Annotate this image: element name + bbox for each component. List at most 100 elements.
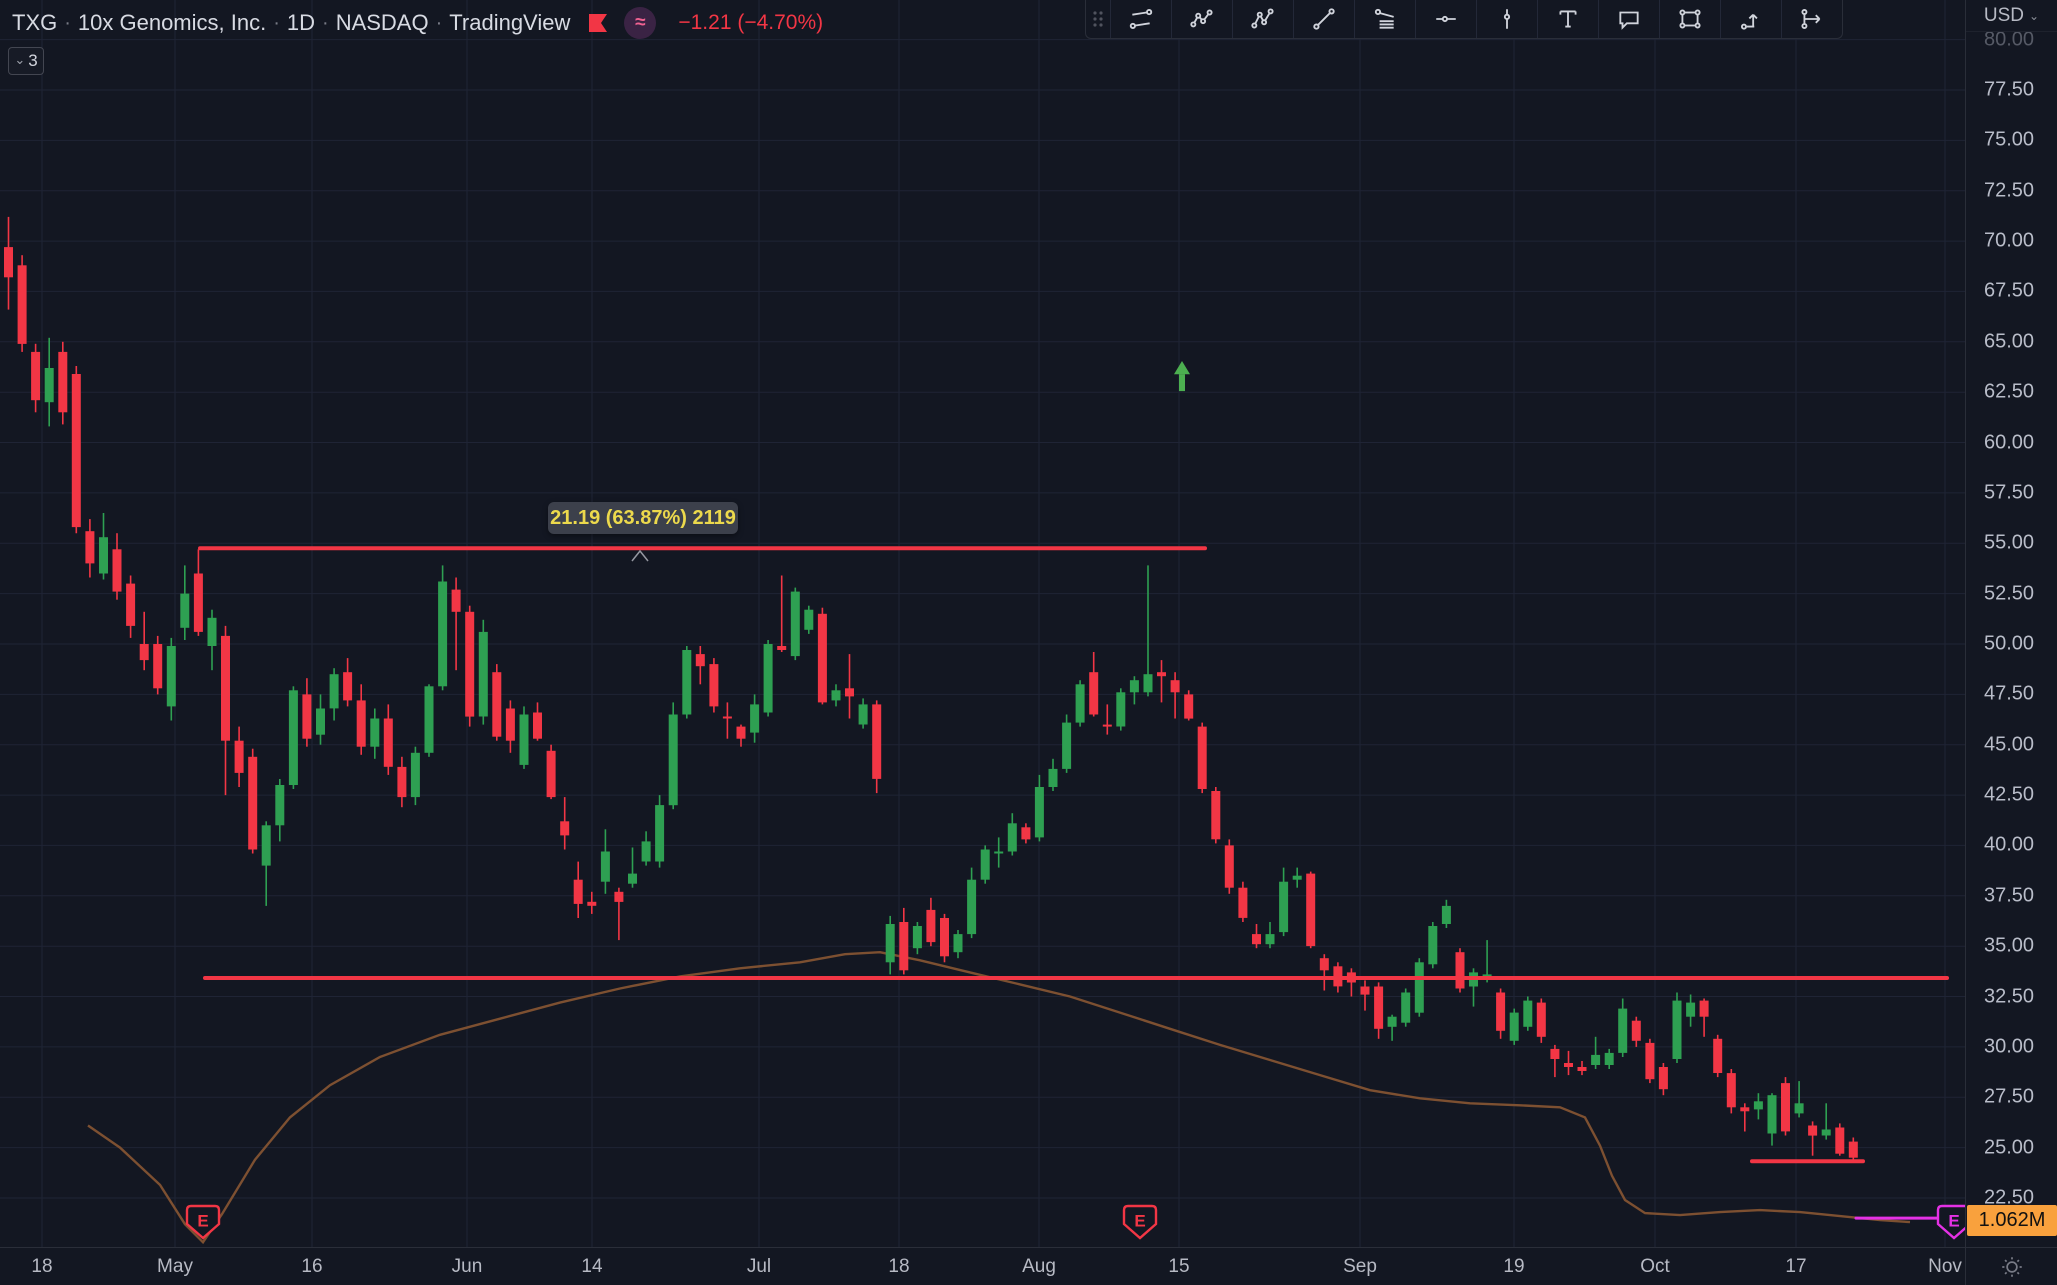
symbol-legend[interactable]: TXG · 10x Genomics, Inc. · 1D · NASDAQ ·… bbox=[12, 7, 823, 39]
candle-down bbox=[465, 611, 475, 717]
candle-down bbox=[58, 351, 68, 413]
drawing-toolbar bbox=[1085, 0, 1843, 39]
separator: · bbox=[435, 11, 443, 34]
earnings-badge[interactable]: E bbox=[185, 1204, 221, 1240]
candle-down bbox=[248, 756, 258, 850]
separator: · bbox=[64, 11, 71, 34]
candle-down bbox=[777, 646, 787, 650]
tool-horizontal-line[interactable] bbox=[1415, 0, 1476, 38]
candle-down bbox=[1360, 986, 1370, 995]
candle-up bbox=[1509, 1012, 1519, 1041]
candle-up bbox=[1482, 974, 1492, 977]
price-tick-label: 22.50 bbox=[1984, 1186, 2035, 1209]
tool-polyline[interactable] bbox=[1171, 0, 1232, 38]
time-tick-label: 15 bbox=[1168, 1256, 1190, 1277]
toolbar-drag-handle[interactable] bbox=[1086, 0, 1110, 38]
candle-up bbox=[1618, 1008, 1628, 1053]
candle-down bbox=[533, 712, 542, 739]
currency-selector[interactable]: USD ⌄ bbox=[1966, 0, 2057, 32]
candle-up bbox=[180, 593, 190, 628]
tool-callout[interactable] bbox=[1598, 0, 1659, 38]
price-tick-label: 67.50 bbox=[1984, 279, 2035, 302]
tool-fib-retracement[interactable] bbox=[1354, 0, 1415, 38]
drag-handle-dots-icon bbox=[1093, 11, 1103, 27]
candle-down bbox=[1224, 845, 1234, 888]
candle-down bbox=[1726, 1073, 1736, 1108]
time-tick-label: 18 bbox=[31, 1256, 53, 1277]
candle-up bbox=[668, 714, 678, 806]
price-tick-label: 50.00 bbox=[1984, 632, 2035, 655]
candle-up bbox=[885, 924, 895, 963]
candle-up bbox=[790, 591, 800, 657]
candle-down bbox=[1170, 680, 1180, 693]
earnings-badge[interactable]: E bbox=[1122, 1204, 1158, 1240]
candle-down bbox=[845, 688, 854, 697]
price-tick-label: 55.00 bbox=[1984, 531, 2035, 554]
candle-down bbox=[1740, 1107, 1750, 1112]
candle-down bbox=[1848, 1141, 1858, 1158]
separator: · bbox=[273, 11, 280, 34]
parallel-channel-icon bbox=[1129, 8, 1153, 30]
candle-down bbox=[1157, 672, 1166, 677]
tool-parallel-channel[interactable] bbox=[1110, 0, 1171, 38]
candle-down bbox=[193, 573, 203, 632]
candle-down bbox=[899, 922, 909, 971]
time-tick-label: 19 bbox=[1503, 1256, 1525, 1277]
fib-retracement-icon bbox=[1374, 8, 1394, 29]
candle-down bbox=[1197, 726, 1207, 789]
candle-up bbox=[1523, 1000, 1533, 1027]
candle-down bbox=[573, 879, 583, 904]
time-tick-label: May bbox=[157, 1256, 193, 1277]
time-axis[interactable]: 18 May 16 Jun 14 Jul 18 Aug 15 Sep 19 Oct 17 Nov bbox=[0, 1247, 1965, 1285]
price-tick-label: 47.50 bbox=[1984, 682, 2035, 705]
price-tick-label: 37.50 bbox=[1984, 884, 2035, 907]
tool-vertical-line[interactable] bbox=[1476, 0, 1537, 38]
price-axis[interactable]: USD ⌄ 80.00 77.50 75.00 72.50 70.00 67.50 65.0… bbox=[1965, 0, 2057, 1247]
tool-rectangle[interactable] bbox=[1659, 0, 1720, 38]
candle-down bbox=[1455, 952, 1465, 989]
symbol-name[interactable]: 10x Genomics, Inc. bbox=[77, 10, 267, 35]
candle-down bbox=[451, 589, 461, 612]
candle-down bbox=[492, 672, 502, 737]
candle-down bbox=[1021, 827, 1031, 840]
legend-collapse-button[interactable]: ⌄ 3 bbox=[8, 47, 44, 75]
tool-arrow-up-marker[interactable] bbox=[1720, 0, 1781, 38]
candle-down bbox=[1536, 1002, 1546, 1037]
measure-tooltip-text: 21.19 (63.87%) 2119 bbox=[550, 506, 736, 529]
candle-up bbox=[207, 617, 217, 646]
price-tick-label: 75.00 bbox=[1984, 128, 2035, 151]
candle-down bbox=[71, 374, 81, 528]
tool-trend-line[interactable] bbox=[1293, 0, 1354, 38]
exchange-label[interactable]: NASDAQ bbox=[335, 10, 429, 35]
flag-button[interactable] bbox=[586, 11, 610, 35]
candle-down bbox=[1631, 1020, 1641, 1041]
candle-down bbox=[17, 265, 27, 344]
candle-down bbox=[1808, 1125, 1818, 1136]
price-tick-label: 27.50 bbox=[1984, 1085, 2035, 1108]
tool-text[interactable] bbox=[1537, 0, 1598, 38]
candle-down bbox=[397, 766, 407, 798]
ideas-button[interactable]: ≈ bbox=[624, 7, 657, 39]
candle-up bbox=[370, 718, 380, 747]
axis-corner[interactable] bbox=[1965, 1247, 2057, 1285]
candle-up bbox=[1292, 875, 1302, 880]
symbol-ticker[interactable]: TXG bbox=[12, 10, 58, 35]
candle-up bbox=[858, 704, 868, 725]
candle-down bbox=[126, 583, 136, 626]
ma-line bbox=[87, 950, 1911, 1245]
candle-down bbox=[505, 708, 515, 741]
candle-down bbox=[1835, 1127, 1845, 1154]
candle-up bbox=[1794, 1103, 1804, 1114]
tool-extended-arrow[interactable] bbox=[1781, 0, 1842, 38]
candle-up bbox=[478, 631, 488, 717]
price-tick-label: 35.00 bbox=[1984, 934, 2035, 957]
interval-label[interactable]: 1D bbox=[286, 10, 316, 35]
candle-down bbox=[85, 531, 95, 564]
tool-elliott-wave[interactable] bbox=[1232, 0, 1293, 38]
measure-tooltip: 21.19 (63.87%) 2119 bbox=[548, 502, 738, 534]
candle-up bbox=[763, 644, 773, 713]
candle-up bbox=[166, 646, 176, 707]
candle-up bbox=[994, 851, 1004, 854]
